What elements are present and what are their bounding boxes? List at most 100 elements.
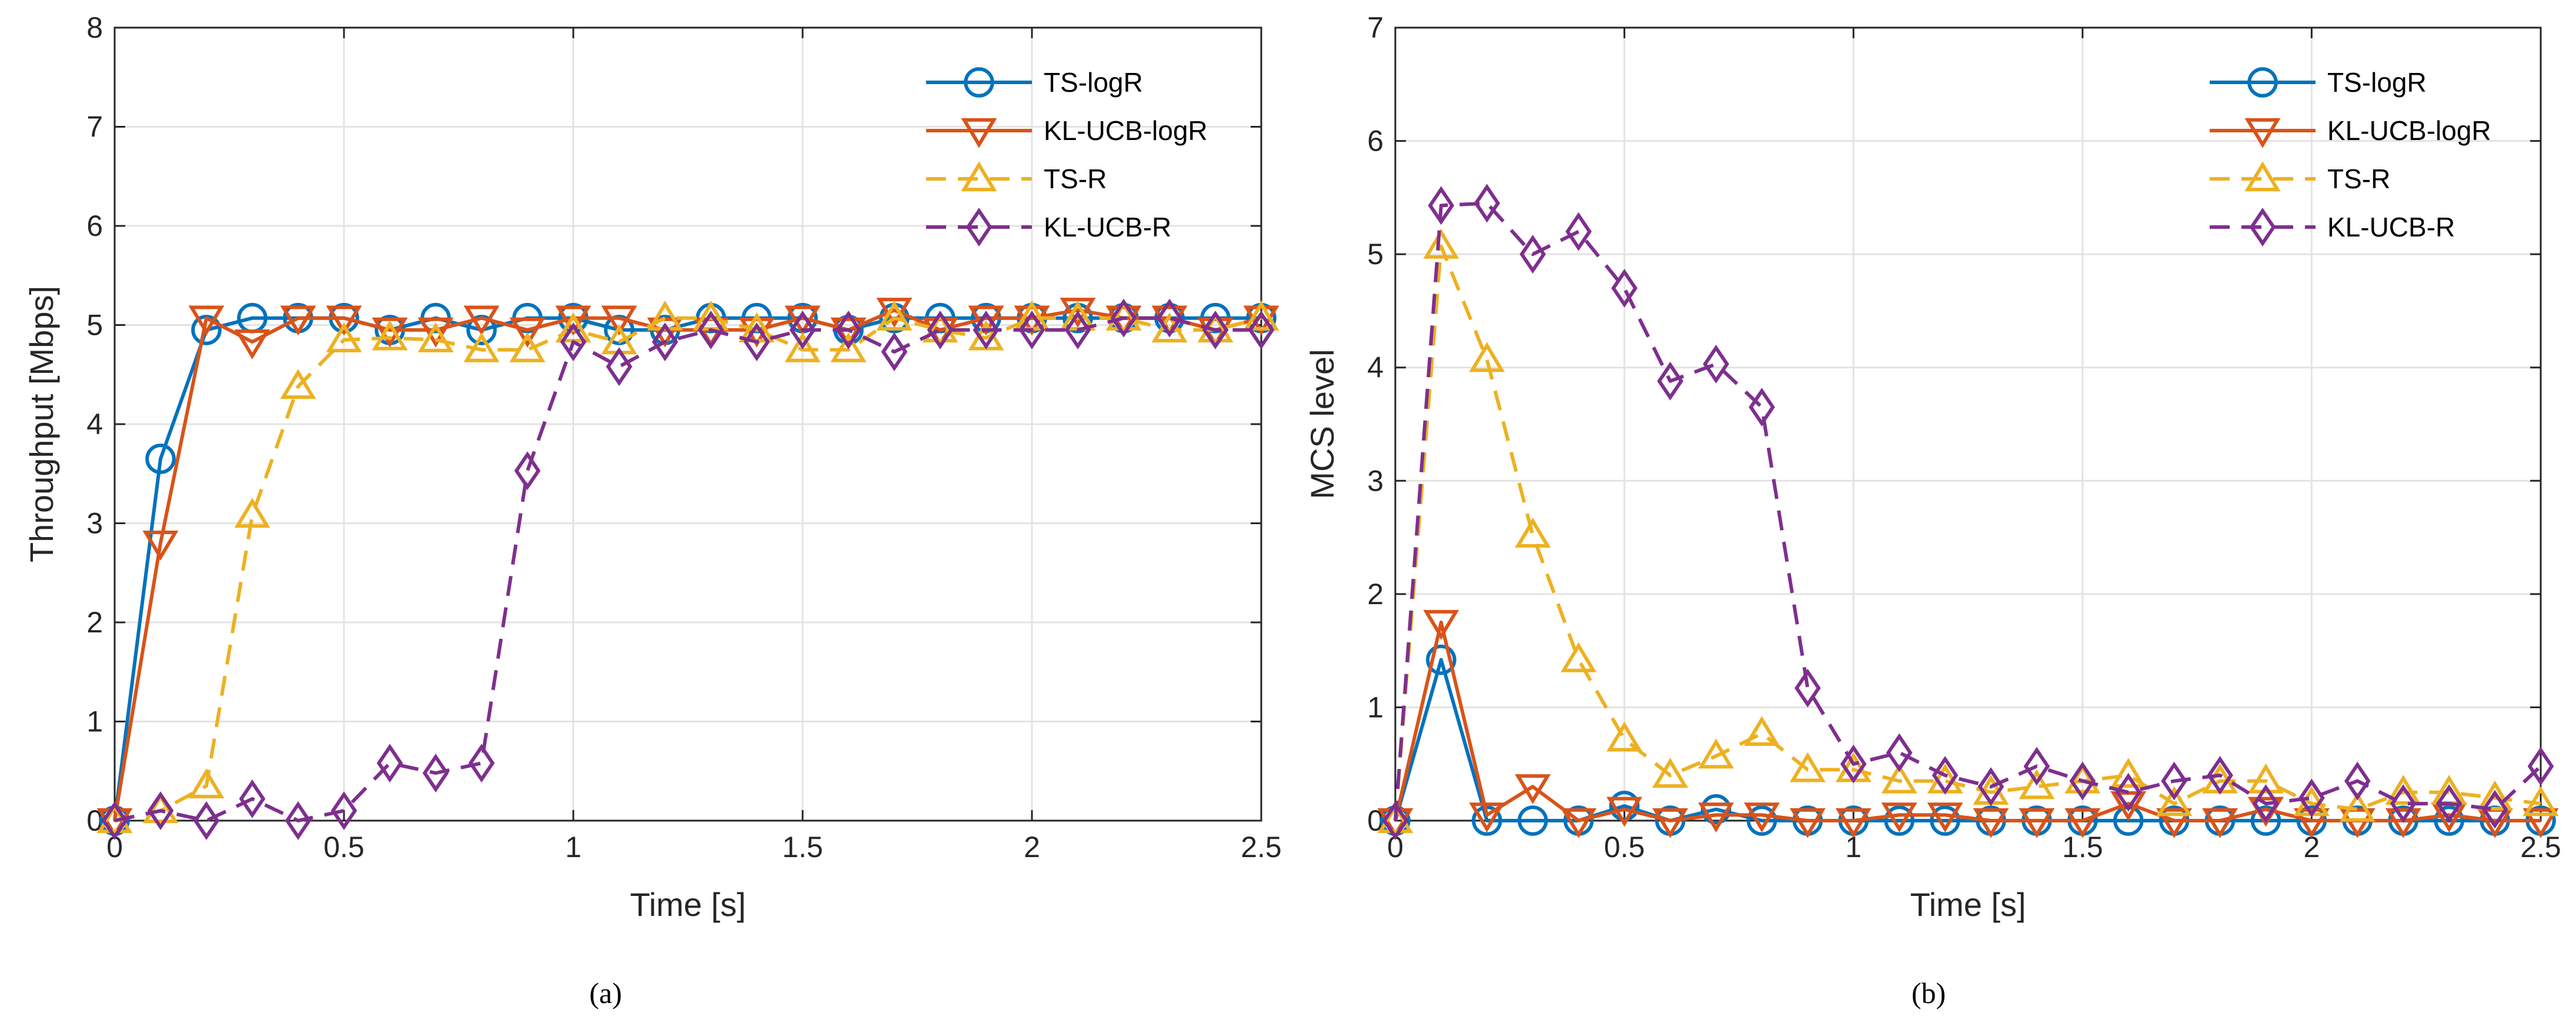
chart-a-legend-marker-ts-r xyxy=(961,161,997,192)
chart-a-point-kl-ucb-r xyxy=(973,310,1000,349)
chart-b-point-ts-r xyxy=(2522,786,2559,817)
chart-a-point-kl-ucb-logr xyxy=(417,317,454,348)
chart-a-y-tick-label: 8 xyxy=(86,11,103,44)
chart-b-point-ts-logr xyxy=(1746,805,1778,836)
chart-b-y-tick-label: 7 xyxy=(1367,11,1384,44)
chart-b-point-kl-ucb-r xyxy=(1840,744,1867,784)
chart-a-point-ts-r xyxy=(784,332,821,362)
chart-b-point-kl-ucb-logr xyxy=(2064,808,2101,838)
chart-b-point-kl-ucb-logr xyxy=(1927,802,1963,833)
chart-a-legend-marker-kl-ucb-r xyxy=(965,208,993,246)
chart-b-y-tick-label: 2 xyxy=(1367,578,1384,611)
chart-b-point-kl-ucb-logr xyxy=(2293,808,2330,838)
chart-a-point-ts-r xyxy=(326,322,362,352)
chart-a-point-kl-ucb-r xyxy=(1248,310,1275,349)
chart-b-legend-label-ts-logr: TS-logR xyxy=(2327,67,2427,98)
chart-b-y-tick-label: 3 xyxy=(1367,464,1384,497)
chart-a-point-kl-ucb-logr xyxy=(142,531,179,561)
chart-a-caption: (a) xyxy=(589,977,622,1009)
chart-b-point-kl-ucb-logr xyxy=(2339,808,2375,838)
chart-a-x-tick-label: 1.5 xyxy=(782,831,823,864)
chart-a-legend-label-kl-ucb-r: KL-UCB-R xyxy=(1044,212,1171,242)
chart-b-point-ts-r xyxy=(1606,721,1643,752)
chart-b-point-ts-r xyxy=(1743,715,1780,746)
chart-a-point-kl-ucb-r xyxy=(1064,310,1091,349)
chart-b-point-ts-logr xyxy=(2250,805,2281,836)
chart-a-y-tick-label: 3 xyxy=(86,507,103,540)
chart-a-point-kl-ucb-r xyxy=(651,322,679,362)
chart-b-point-ts-r xyxy=(2385,775,2421,805)
chart-a-point-kl-ucb-r xyxy=(239,779,266,818)
chart-a-legend: TS-logR KL-UCB-logR TS-R KL-UCB-R xyxy=(926,67,1208,246)
chart-a-point-kl-ucb-r xyxy=(743,322,770,362)
chart-b-y-axis-title: MCS level xyxy=(1304,349,1341,499)
chart-a-legend-label-ts-logr: TS-logR xyxy=(1044,67,1143,98)
chart-b-plot-area xyxy=(1395,28,2541,821)
chart-b-point-ts-r xyxy=(2019,769,2055,799)
chart-b-point-kl-ucb-logr xyxy=(2156,808,2193,838)
chart-b-point-kl-ucb-logr xyxy=(1515,774,1551,805)
chart-b-point-kl-ucb-r xyxy=(2344,761,2371,801)
chart-a-point-kl-ucb-r xyxy=(560,322,587,362)
chart-b-legend-marker-ts-r xyxy=(2244,161,2281,192)
chart-b-point-kl-ucb-r xyxy=(2253,784,2279,824)
chart-b-point-kl-ucb-r xyxy=(1382,801,1409,840)
chart-a-point-kl-ucb-r xyxy=(1018,310,1045,349)
chart-b-point-ts-r xyxy=(2477,780,2513,811)
chart-b-point-kl-ucb-r xyxy=(1794,668,1821,708)
chart-a-point-kl-ucb-logr xyxy=(463,305,500,336)
chart-a-point-ts-r xyxy=(188,768,225,799)
chart-b-point-kl-ucb-r xyxy=(2115,772,2142,812)
chart-a-y-axis-title: Throughput [Mbps] xyxy=(23,286,60,562)
chart-b-point-ts-r xyxy=(1652,758,1689,788)
chart-a-point-ts-r xyxy=(372,320,408,351)
chart-b-line-kl-ucb-r xyxy=(1394,201,2542,821)
chart-a-x-axis-title: Time [s] xyxy=(630,886,746,923)
chart-a-point-kl-ucb-r xyxy=(285,801,312,840)
chart-b-point-kl-ucb-logr xyxy=(1973,808,2009,838)
chart-b-legend-label-ts-r: TS-R xyxy=(2327,164,2390,194)
chart-a-point-kl-ucb-r xyxy=(881,332,908,371)
chart-a-point-kl-ucb-r xyxy=(1110,298,1137,338)
chart-a-point-kl-ucb-r xyxy=(835,310,862,349)
chart-a-point-kl-ucb-logr xyxy=(326,305,362,336)
chart-a-point-kl-ucb-r xyxy=(101,801,128,840)
chart-a-legend-marker-ts-logr xyxy=(964,67,994,98)
chart-b-point-kl-ucb-r xyxy=(1703,344,1729,384)
chart-b-point-ts-logr xyxy=(2434,805,2464,836)
chart-a-point-kl-ucb-r xyxy=(606,347,633,386)
chart-a-point-kl-ucb-r xyxy=(927,310,954,349)
chart-a-point-ts-r xyxy=(830,332,867,362)
chart-a-point-kl-ucb-r xyxy=(147,791,174,831)
chart-a-point-kl-ucb-r xyxy=(697,310,724,349)
chart-a-point-ts-r xyxy=(142,793,179,824)
chart-b-point-kl-ucb-logr xyxy=(1606,797,1643,827)
chart-b-point-ts-r xyxy=(1789,752,1826,782)
chart-b-point-kl-ucb-r xyxy=(2527,747,2554,786)
chart-b-point-ts-r xyxy=(1881,763,1917,794)
chart-b-point-kl-ucb-logr xyxy=(2202,808,2238,838)
chart-b-point-kl-ucb-r xyxy=(1428,186,1455,225)
chart-a-point-kl-ucb-r xyxy=(1156,298,1183,338)
chart-a-point-kl-ucb-r xyxy=(789,310,816,349)
chart-a-legend-label-ts-r: TS-R xyxy=(1044,164,1107,194)
chart-a-point-kl-ucb-r xyxy=(330,791,358,831)
chart-b-point-kl-ucb-r xyxy=(2298,778,2325,818)
chart-b-point-kl-ucb-r xyxy=(2390,784,2417,824)
chart-a-y-tick-label: 1 xyxy=(86,705,103,738)
chart-a-point-kl-ucb-r xyxy=(1202,310,1229,349)
chart-a-point-kl-ucb-r xyxy=(376,744,403,783)
chart-a-x-tick-label: 0.5 xyxy=(323,831,365,864)
chart-b-point-kl-ucb-logr xyxy=(1652,808,1689,838)
chart-b-point-ts-r xyxy=(1423,228,1459,259)
chart-b-point-ts-r xyxy=(2339,791,2375,822)
chart-b-point-kl-ucb-r xyxy=(1611,268,1638,308)
chart-b-point-kl-ucb-logr xyxy=(1561,808,1597,838)
chart-b-series-kl-ucb-r xyxy=(1382,184,2554,840)
chart-a-line-kl-ucb-r xyxy=(114,316,1261,822)
chart-a-legend-label-kl-ucb-logr: KL-UCB-logR xyxy=(1044,115,1208,146)
chart-b-point-kl-ucb-logr xyxy=(1743,802,1780,833)
chart-b-point-ts-r xyxy=(1469,342,1505,372)
